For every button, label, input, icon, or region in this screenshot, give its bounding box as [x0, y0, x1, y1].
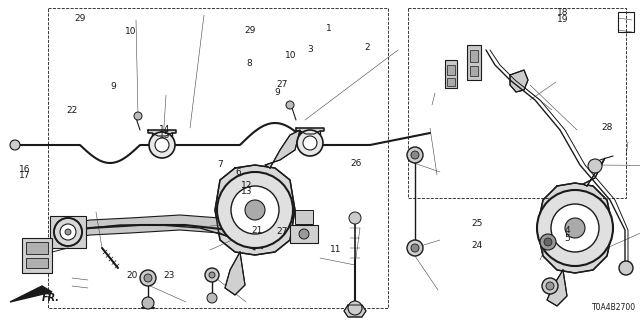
Polygon shape [215, 165, 295, 255]
Bar [447, 65, 455, 75]
Circle shape [54, 218, 82, 246]
Text: 27: 27 [276, 80, 288, 89]
Text: 5: 5 [564, 234, 570, 243]
Circle shape [348, 301, 362, 315]
Text: 11: 11 [330, 245, 342, 254]
Text: 25: 25 [471, 220, 483, 228]
Circle shape [565, 218, 585, 238]
Bar [447, 78, 455, 86]
Text: 10: 10 [285, 52, 296, 60]
Text: 6: 6 [236, 168, 241, 177]
Circle shape [407, 240, 423, 256]
Text: 10: 10 [125, 28, 137, 36]
Text: 20: 20 [126, 271, 138, 280]
Polygon shape [296, 128, 324, 134]
Circle shape [65, 229, 71, 235]
Text: 14: 14 [159, 125, 170, 134]
Circle shape [411, 244, 419, 252]
Text: 16: 16 [19, 165, 31, 174]
Circle shape [245, 200, 265, 220]
Bar [470, 66, 478, 76]
Text: 1: 1 [326, 24, 332, 33]
Circle shape [209, 272, 215, 278]
Text: 3: 3 [307, 45, 313, 54]
Bar [22, 238, 52, 273]
Circle shape [205, 268, 219, 282]
Text: 2: 2 [365, 44, 371, 52]
Bar [48, 8, 388, 308]
Text: 22: 22 [67, 106, 78, 115]
Circle shape [297, 130, 323, 156]
Text: FR.: FR. [42, 293, 60, 303]
Polygon shape [537, 183, 613, 273]
Bar [618, 12, 634, 32]
Text: 24: 24 [471, 241, 483, 250]
Circle shape [142, 297, 154, 309]
Circle shape [134, 112, 142, 120]
Polygon shape [225, 252, 245, 295]
Text: 9: 9 [110, 82, 116, 91]
Text: 19: 19 [557, 15, 568, 24]
Text: 26: 26 [351, 159, 362, 168]
Polygon shape [510, 70, 528, 92]
Bar [445, 60, 457, 88]
Polygon shape [148, 130, 176, 136]
Circle shape [537, 190, 613, 266]
Circle shape [588, 159, 602, 173]
Circle shape [540, 234, 556, 250]
Circle shape [619, 261, 633, 275]
Circle shape [411, 151, 419, 159]
Text: 21: 21 [251, 226, 262, 235]
Circle shape [217, 172, 293, 248]
Polygon shape [344, 305, 366, 317]
Circle shape [231, 186, 279, 234]
Bar [290, 225, 318, 243]
Text: T0A4B2700: T0A4B2700 [592, 303, 636, 312]
Text: 7: 7 [218, 160, 223, 169]
Circle shape [207, 293, 217, 303]
Text: 17: 17 [19, 171, 31, 180]
Text: 8: 8 [246, 60, 252, 68]
Circle shape [10, 140, 20, 150]
Polygon shape [10, 286, 52, 302]
Text: 29: 29 [74, 14, 86, 23]
Circle shape [299, 229, 309, 239]
Circle shape [551, 204, 599, 252]
Bar [295, 210, 313, 224]
Circle shape [155, 138, 169, 152]
Circle shape [544, 238, 552, 246]
Circle shape [144, 274, 152, 282]
Polygon shape [547, 270, 567, 306]
Text: 13: 13 [241, 188, 252, 196]
Text: 28: 28 [602, 124, 613, 132]
Circle shape [407, 147, 423, 163]
Circle shape [349, 212, 361, 224]
Bar [408, 8, 626, 198]
Circle shape [60, 224, 76, 240]
Polygon shape [583, 158, 605, 186]
Bar [50, 216, 86, 248]
Bar [470, 50, 478, 62]
Text: 27: 27 [276, 228, 288, 236]
Text: 9: 9 [274, 88, 280, 97]
Circle shape [286, 101, 294, 109]
Bar [26, 258, 48, 268]
Polygon shape [60, 215, 255, 250]
Text: 4: 4 [564, 226, 570, 235]
Circle shape [303, 136, 317, 150]
Circle shape [149, 132, 175, 158]
Circle shape [542, 278, 558, 294]
Text: 23: 23 [163, 271, 175, 280]
Polygon shape [265, 130, 300, 168]
Circle shape [546, 282, 554, 290]
Bar [26, 242, 48, 254]
Circle shape [140, 270, 156, 286]
Text: 18: 18 [557, 8, 568, 17]
Text: 29: 29 [244, 26, 256, 35]
Text: 15: 15 [159, 132, 170, 140]
Bar [467, 45, 481, 80]
Text: 12: 12 [241, 181, 252, 190]
